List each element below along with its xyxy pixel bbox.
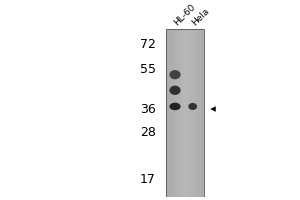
Bar (197, 29, 198, 197)
Bar (196, 29, 197, 197)
Bar (179, 29, 180, 197)
Bar (183, 29, 184, 197)
Bar (187, 29, 188, 197)
Ellipse shape (169, 86, 181, 95)
Text: 17: 17 (140, 173, 156, 186)
Bar (171, 29, 172, 197)
Bar (203, 29, 205, 197)
Ellipse shape (169, 103, 181, 110)
Ellipse shape (188, 103, 197, 110)
Ellipse shape (169, 70, 181, 79)
Bar (178, 29, 179, 197)
Bar (202, 29, 203, 197)
Bar (194, 29, 196, 197)
Text: 72: 72 (140, 38, 156, 51)
Bar (193, 29, 194, 197)
Bar (166, 29, 167, 197)
Bar (172, 29, 174, 197)
Bar (169, 29, 170, 197)
Bar (189, 29, 190, 197)
Text: HL-60: HL-60 (172, 3, 197, 28)
Bar (175, 29, 176, 197)
Text: 28: 28 (140, 126, 156, 139)
Bar (170, 29, 171, 197)
Bar (201, 29, 202, 197)
Bar (190, 29, 192, 197)
Bar (185, 29, 187, 197)
Text: Hela: Hela (190, 7, 211, 28)
Bar (188, 29, 189, 197)
Bar (167, 29, 169, 197)
Bar (182, 29, 183, 197)
Bar (198, 29, 200, 197)
Bar (176, 29, 178, 197)
Bar (200, 29, 201, 197)
Bar (180, 29, 181, 197)
Text: 36: 36 (140, 103, 156, 116)
Bar (192, 29, 193, 197)
Bar (184, 29, 185, 197)
Bar (174, 29, 175, 197)
Text: 55: 55 (140, 63, 156, 76)
Bar (166, 29, 205, 197)
